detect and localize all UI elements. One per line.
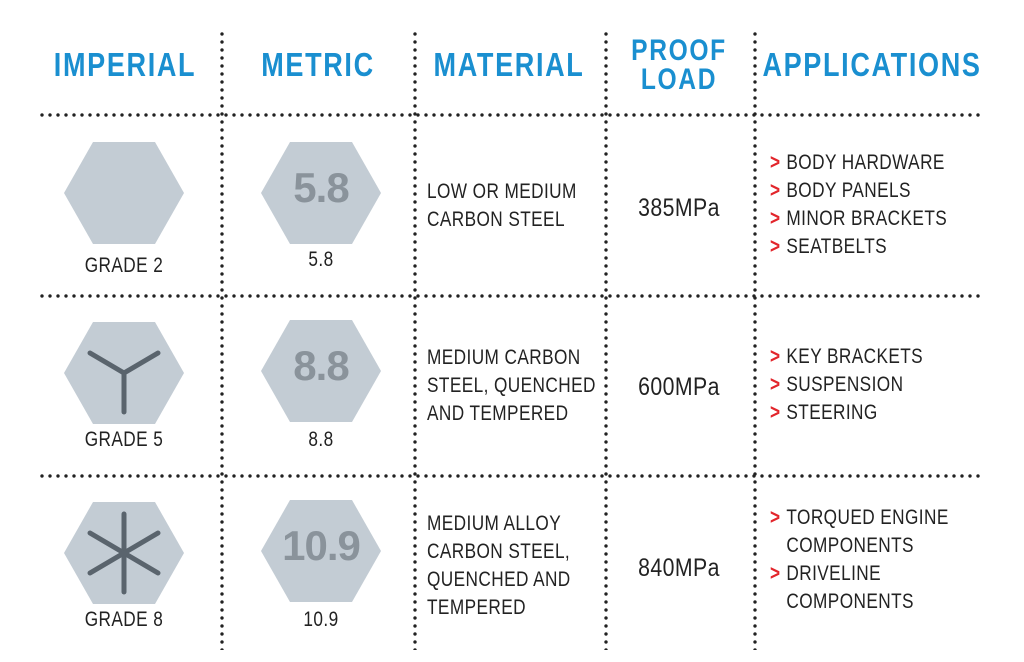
list-item: > STEERING: [770, 399, 923, 427]
header-proof-load-line2: LOAD: [640, 63, 718, 96]
applications-list: > TORQUED ENGINE COMPONENTS > DRIVELINE CO…: [770, 504, 949, 616]
proof-load-value: 840MPa: [638, 554, 720, 582]
hexagon-metric-icon: [259, 318, 383, 424]
material-text: LOW OR MEDIUM CARBON STEEL: [427, 180, 577, 231]
metric-grade-label: 5.8: [308, 248, 334, 271]
material-text: MEDIUM CARBON STEEL, QUENCHED AND TEMPER…: [427, 346, 596, 425]
header-proof-load: PROOF LOAD: [621, 30, 737, 100]
hexagon-metric-icon: [259, 498, 383, 604]
hexagon-six-line-icon: [62, 500, 186, 606]
material-text: MEDIUM ALLOY CARBON STEEL, QUENCHED AND …: [427, 512, 571, 619]
chevron-right-icon: >: [770, 373, 781, 396]
imperial-grade-label: GRADE 2: [84, 254, 164, 277]
list-item: > SEATBELTS: [770, 233, 947, 261]
column-divider: [753, 30, 757, 650]
column-divider: [413, 30, 417, 650]
row-divider: [38, 474, 982, 478]
applications-list: > KEY BRACKETS > SUSPENSION > STEERING: [770, 343, 923, 427]
column-divider: [220, 30, 224, 650]
metric-mark: 10.9: [282, 522, 361, 569]
chevron-right-icon: >: [770, 506, 781, 529]
chevron-right-icon: >: [770, 179, 781, 202]
metric-mark: 8.8: [293, 342, 349, 389]
hexagon-metric-icon: [259, 140, 383, 246]
list-item: > KEY BRACKETS: [770, 343, 923, 371]
chevron-right-icon: >: [770, 401, 781, 424]
header-imperial: IMPERIAL: [53, 46, 197, 83]
metric-mark: 5.8: [293, 164, 349, 211]
header-metric: METRIC: [261, 46, 375, 83]
chevron-right-icon: >: [770, 562, 781, 585]
row-divider: [38, 294, 982, 298]
column-divider: [604, 30, 608, 650]
list-item: > MINOR BRACKETS: [770, 205, 947, 233]
list-item: > BODY HARDWARE: [770, 149, 947, 177]
applications-list: > BODY HARDWARE > BODY PANELS > MINOR BRACK…: [770, 149, 947, 261]
list-item: > SUSPENSION: [770, 371, 923, 399]
proof-load-value: 385MPa: [638, 194, 720, 222]
imperial-grade-label: GRADE 8: [84, 608, 164, 631]
imperial-grade-label: GRADE 5: [84, 428, 164, 451]
header-material: MATERIAL: [433, 46, 585, 83]
list-item: > TORQUED ENGINE COMPONENTS: [770, 504, 949, 560]
header-proof-load-line1: PROOF: [631, 34, 727, 67]
chevron-right-icon: >: [770, 207, 781, 230]
hexagon-plain-icon: [62, 140, 186, 246]
metric-grade-label: 8.8: [308, 428, 334, 451]
chevron-right-icon: >: [770, 345, 781, 368]
hexagon-three-line-icon: [62, 320, 186, 426]
list-item: > BODY PANELS: [770, 177, 947, 205]
row-divider: [38, 113, 982, 117]
chevron-right-icon: >: [770, 151, 781, 174]
chevron-right-icon: >: [770, 235, 781, 258]
metric-grade-label: 10.9: [303, 608, 339, 631]
list-item: > DRIVELINE COMPONENTS: [770, 560, 949, 616]
header-applications: APPLICATIONS: [762, 46, 982, 83]
proof-load-value: 600MPa: [638, 373, 720, 401]
